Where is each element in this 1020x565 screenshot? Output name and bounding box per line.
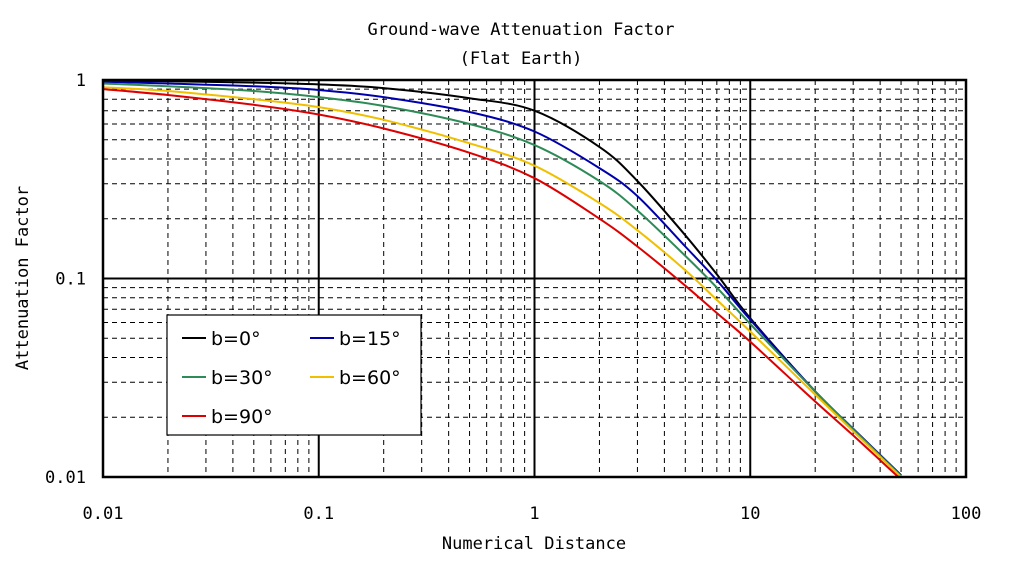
- legend-item-b60: b=60°: [310, 367, 401, 389]
- legend-item-b15: b=15°: [310, 328, 401, 350]
- legend-label: b=0°: [211, 328, 261, 350]
- x-tick-label: 10: [740, 504, 760, 524]
- x-tick-label: 100: [951, 504, 982, 524]
- legend-label: b=90°: [211, 406, 273, 428]
- series-line-b30: [103, 82, 902, 477]
- legend-item-b0: b=0°: [182, 328, 261, 350]
- legend-label: b=60°: [339, 367, 401, 389]
- legend-item-b90: b=90°: [182, 406, 273, 428]
- y-tick-label: 0.1: [55, 270, 86, 290]
- chart-subtitle: (Flat Earth): [460, 49, 583, 69]
- x-tick-label: 0.1: [303, 504, 334, 524]
- x-tick-label: 1: [529, 504, 539, 524]
- x-axis-label: Numerical Distance: [442, 534, 626, 554]
- series-line-b60: [103, 86, 902, 477]
- y-axis-label: Attenuation Factor: [13, 186, 33, 370]
- legend-box: [166, 314, 422, 436]
- y-tick-labels: 0.01 0.1 1: [45, 71, 86, 488]
- x-tick-label: 0.01: [83, 504, 124, 524]
- y-tick-label: 0.01: [45, 468, 86, 488]
- series-line-b90: [103, 88, 900, 477]
- legend: b=0° b=15° b=30° b=60° b=90°: [166, 314, 422, 436]
- plot-frame: [101, 78, 968, 479]
- y-tick-label: 1: [76, 71, 86, 91]
- legend-label: b=30°: [211, 367, 273, 389]
- x-tick-labels: 0.01 0.1 1 10 100: [83, 504, 982, 524]
- series-lines: [103, 80, 902, 477]
- legend-item-b30: b=30°: [182, 367, 273, 389]
- legend-label: b=15°: [339, 328, 401, 350]
- chart-title: Ground-wave Attenuation Factor: [367, 20, 674, 40]
